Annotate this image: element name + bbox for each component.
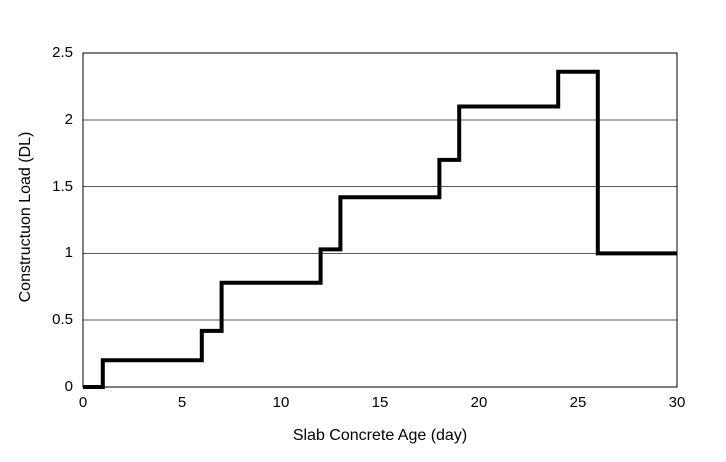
y-tick-label: 0 xyxy=(64,378,73,395)
x-tick-label: 30 xyxy=(668,394,686,411)
x-tick-label: 0 xyxy=(78,394,88,411)
y-tick-label: 0.5 xyxy=(52,311,73,329)
plot-frame xyxy=(82,52,678,388)
x-tick-label: 10 xyxy=(272,394,290,411)
x-tick-label: 25 xyxy=(569,394,587,411)
x-tick-label: 20 xyxy=(470,394,488,411)
y-tick-label: 2.5 xyxy=(52,44,73,61)
y-tick-label: 1.5 xyxy=(52,177,73,195)
y-tick-label: 1 xyxy=(64,244,73,262)
x-tick-label: 15 xyxy=(371,394,389,411)
x-tick-label: 5 xyxy=(177,394,187,411)
construction-load-step-line xyxy=(83,69,677,389)
y-tick-label: 2 xyxy=(64,110,73,128)
y-axis-title: Constructuon Load (DL) xyxy=(17,131,34,303)
x-axis-title: Slab Concrete Age (day) xyxy=(292,427,468,444)
